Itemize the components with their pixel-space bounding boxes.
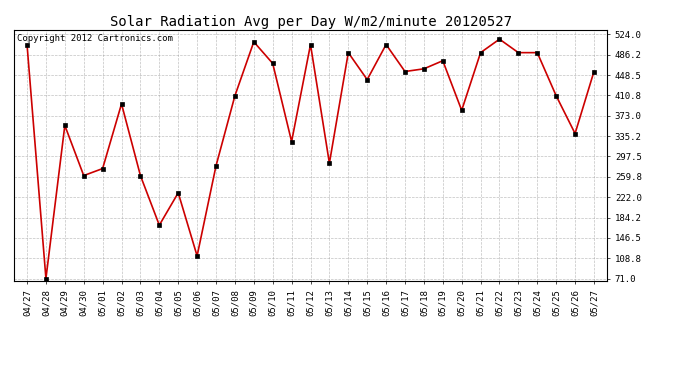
Text: Copyright 2012 Cartronics.com: Copyright 2012 Cartronics.com (17, 34, 172, 43)
Title: Solar Radiation Avg per Day W/m2/minute 20120527: Solar Radiation Avg per Day W/m2/minute … (110, 15, 511, 29)
